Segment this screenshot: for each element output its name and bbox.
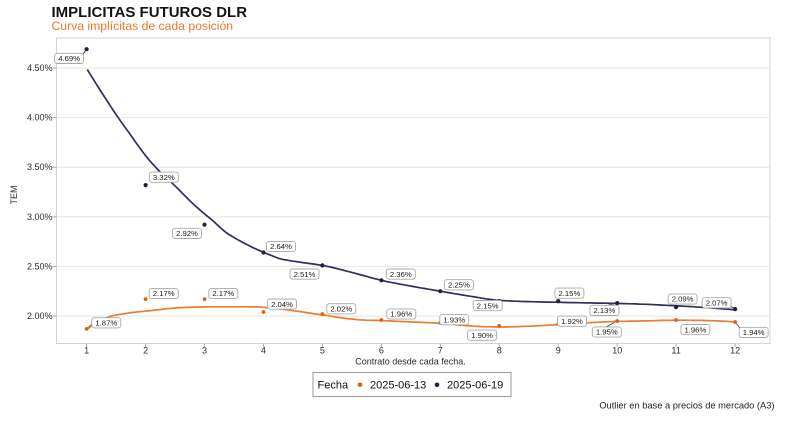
svg-text:2.17%: 2.17% <box>212 289 234 298</box>
svg-text:1.90%: 1.90% <box>471 331 493 340</box>
svg-text:2025-06-13: 2025-06-13 <box>370 380 426 392</box>
svg-text:Curva implícitas de cada posic: Curva implícitas de cada posición <box>52 19 234 33</box>
svg-text:Outlier en base a precios de m: Outlier en base a precios de mercado (A3… <box>599 401 774 411</box>
svg-text:2.00%: 2.00% <box>27 311 53 321</box>
svg-text:Contrato desde cada fecha.: Contrato desde cada fecha. <box>355 357 466 367</box>
svg-text:1.94%: 1.94% <box>743 328 765 337</box>
svg-text:1.95%: 1.95% <box>596 328 618 337</box>
svg-text:3.00%: 3.00% <box>27 212 53 222</box>
svg-text:1: 1 <box>84 346 89 356</box>
svg-text:5: 5 <box>320 346 325 356</box>
svg-text:1.96%: 1.96% <box>390 310 412 319</box>
svg-text:2.02%: 2.02% <box>330 305 352 314</box>
svg-text:1.93%: 1.93% <box>443 315 465 324</box>
svg-text:1.92%: 1.92% <box>561 317 583 326</box>
svg-text:6: 6 <box>379 346 384 356</box>
svg-text:2.36%: 2.36% <box>390 270 412 279</box>
svg-text:2025-06-19: 2025-06-19 <box>447 380 503 392</box>
svg-text:2.50%: 2.50% <box>27 261 53 271</box>
svg-text:2.51%: 2.51% <box>294 270 316 279</box>
svg-text:7: 7 <box>438 346 443 356</box>
svg-text:11: 11 <box>671 346 680 356</box>
svg-text:2.09%: 2.09% <box>672 295 694 304</box>
svg-text:1.96%: 1.96% <box>684 325 706 334</box>
svg-text:2.13%: 2.13% <box>593 306 615 315</box>
svg-text:2.15%: 2.15% <box>477 301 499 310</box>
svg-text:2.07%: 2.07% <box>706 299 728 308</box>
svg-text:9: 9 <box>556 346 561 356</box>
svg-text:4.50%: 4.50% <box>27 63 53 73</box>
svg-text:3.32%: 3.32% <box>153 173 175 182</box>
svg-text:Fecha: Fecha <box>318 380 349 392</box>
svg-text:1.87%: 1.87% <box>95 319 117 328</box>
svg-text:10: 10 <box>612 346 622 356</box>
svg-text:3: 3 <box>202 346 207 356</box>
svg-text:12: 12 <box>730 346 740 356</box>
svg-text:4.69%: 4.69% <box>58 54 80 63</box>
svg-text:2: 2 <box>143 346 148 356</box>
svg-text:4: 4 <box>261 346 266 356</box>
svg-text:8: 8 <box>497 346 502 356</box>
svg-text:2.25%: 2.25% <box>448 281 470 290</box>
svg-text:2.15%: 2.15% <box>558 289 580 298</box>
svg-text:IMPLICITAS FUTUROS DLR: IMPLICITAS FUTUROS DLR <box>52 4 248 21</box>
svg-text:3.50%: 3.50% <box>27 162 53 172</box>
svg-text:TEM: TEM <box>9 186 19 205</box>
svg-text:2.04%: 2.04% <box>271 300 293 309</box>
svg-text:2.92%: 2.92% <box>176 229 198 238</box>
svg-text:2.17%: 2.17% <box>153 289 175 298</box>
svg-text:2.64%: 2.64% <box>270 242 292 251</box>
svg-text:4.00%: 4.00% <box>27 113 53 123</box>
